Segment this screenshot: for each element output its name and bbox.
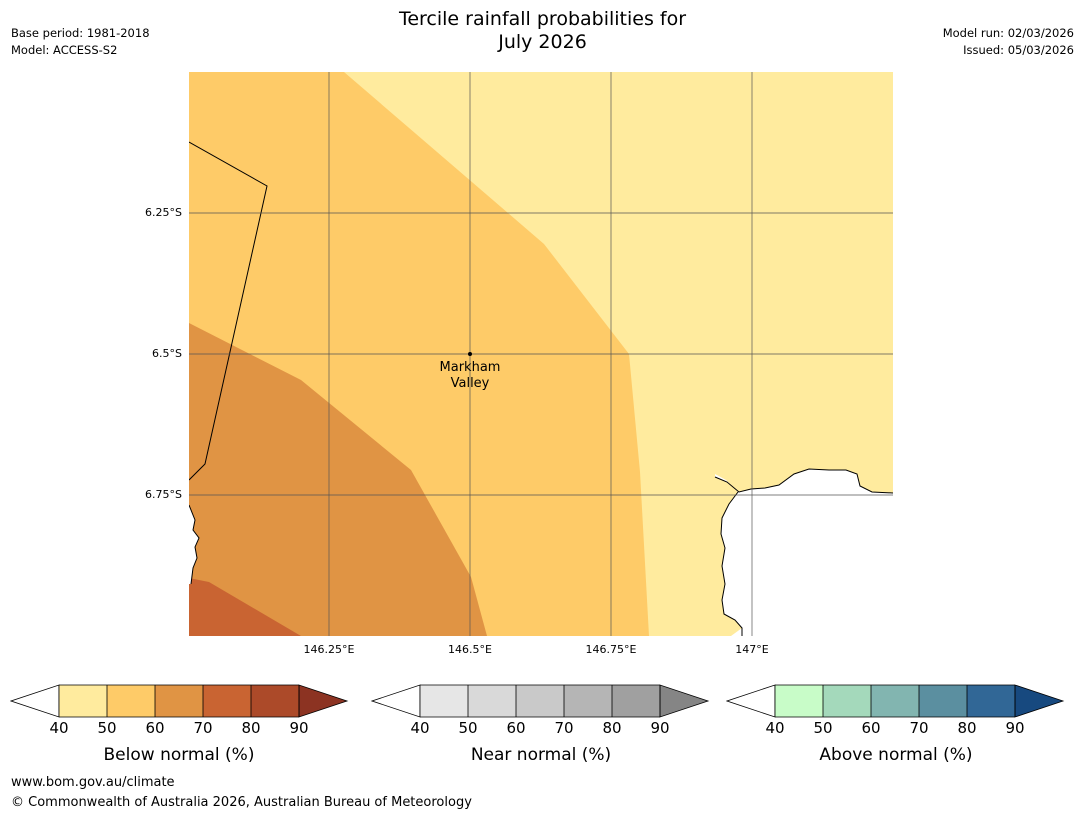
tick-label: 80 xyxy=(957,719,977,737)
chart-title: Tercile rainfall probabilities for July … xyxy=(0,8,1085,54)
colorbar-above-outline xyxy=(774,684,1016,718)
colorbar-below-title: Below normal (%) xyxy=(103,745,255,765)
tick-label: 80 xyxy=(602,719,622,737)
colorbar-below-80-90 xyxy=(251,685,299,717)
colorbar-near-60-70 xyxy=(516,685,564,717)
colorbar-below-60-70 xyxy=(155,685,203,717)
title-line-2: July 2026 xyxy=(498,31,587,53)
tick-label: 90 xyxy=(1005,719,1025,737)
title-line-1: Tercile rainfall probabilities for xyxy=(398,8,687,30)
footer-url[interactable]: www.bom.gov.au/climate xyxy=(11,775,175,790)
colorbar-below-outline xyxy=(58,684,300,718)
place-label-line-2: Valley xyxy=(450,376,490,391)
zone-below-70-80 xyxy=(189,578,301,636)
place-label-line-1: Markham xyxy=(439,360,501,375)
lat-label-6-5: 6.5°S xyxy=(152,347,182,360)
colorbar-near-50-60 xyxy=(468,685,516,717)
lat-label-6-25: 6.25°S xyxy=(145,206,182,219)
colorbar-below-70-80 xyxy=(203,685,251,717)
colorbar-above-60-70 xyxy=(871,685,919,717)
markham-valley-marker[interactable] xyxy=(468,352,472,356)
colorbar-near-70-80 xyxy=(564,685,612,717)
colorbar-near-arrow-left xyxy=(371,684,421,718)
coastline xyxy=(714,468,893,636)
zone-below-60-70 xyxy=(189,323,487,636)
colorbar-below-arrow-left xyxy=(10,684,60,718)
colorbar-near-80-90 xyxy=(612,685,660,717)
colorbar-above-80-90 xyxy=(967,685,1015,717)
colorbar-near-arrow-right xyxy=(659,684,710,718)
tick-label: 60 xyxy=(861,719,881,737)
tick-label: 80 xyxy=(241,719,261,737)
tick-label: 70 xyxy=(554,719,574,737)
base-period: Base period: 1981-2018 xyxy=(11,26,150,40)
left-coastline xyxy=(189,504,200,585)
colorbar-below-40-50 xyxy=(59,685,107,717)
tick-label: 40 xyxy=(49,719,69,737)
tick-label: 60 xyxy=(506,719,526,737)
colorbar-near-normal xyxy=(371,684,710,718)
colorbar-above-70-80 xyxy=(919,685,967,717)
issued-date: Issued: 05/03/2026 xyxy=(963,43,1074,57)
ocean-area xyxy=(715,469,893,636)
tick-label: 40 xyxy=(765,719,785,737)
colorbar-above-normal xyxy=(726,684,1065,718)
colorbar-above-title: Above normal (%) xyxy=(819,745,973,765)
lon-label-147: 147°E xyxy=(735,643,769,656)
colorbar-above-arrow-right xyxy=(1014,684,1065,718)
colorbar-above-arrow-left xyxy=(726,684,776,718)
tick-label: 50 xyxy=(97,719,117,737)
model-run: Model run: 02/03/2026 xyxy=(942,26,1074,40)
meta-right: Model run: 02/03/2026 Issued: 05/03/2026 xyxy=(943,25,1074,59)
colorbar-near-title: Near normal (%) xyxy=(470,745,612,765)
lat-label-6-75: 6.75°S xyxy=(145,488,182,501)
lon-label-146-5: 146.5°E xyxy=(448,643,492,656)
tick-label: 90 xyxy=(289,719,309,737)
tick-label: 50 xyxy=(458,719,478,737)
model-name: Model: ACCESS-S2 xyxy=(11,43,118,57)
tick-label: 70 xyxy=(193,719,213,737)
colorbar-near-outline xyxy=(419,684,661,718)
footer-copyright: © Commonwealth of Australia 2026, Austra… xyxy=(11,795,472,810)
colorbar-above-40-50 xyxy=(775,685,823,717)
tick-label: 60 xyxy=(145,719,165,737)
colorbar-below-normal xyxy=(10,684,349,718)
forecast-map[interactable] xyxy=(189,72,893,636)
lon-label-146-25: 146.25°E xyxy=(303,643,355,656)
tick-label: 70 xyxy=(909,719,929,737)
place-label-markham-valley: Markham Valley xyxy=(420,360,520,392)
meta-left: Base period: 1981-2018 Model: ACCESS-S2 xyxy=(11,25,150,59)
colorbar-above-50-60 xyxy=(823,685,871,717)
colorbar-near-40-50 xyxy=(420,685,468,717)
colorbar-below-50-60 xyxy=(107,685,155,717)
province-boundary xyxy=(189,141,268,481)
left-coast-water xyxy=(189,505,199,584)
lon-label-146-75: 146.75°E xyxy=(585,643,637,656)
tick-label: 40 xyxy=(410,719,430,737)
tick-label: 50 xyxy=(813,719,833,737)
colorbar-below-arrow-right xyxy=(298,684,349,718)
tick-label: 90 xyxy=(650,719,670,737)
